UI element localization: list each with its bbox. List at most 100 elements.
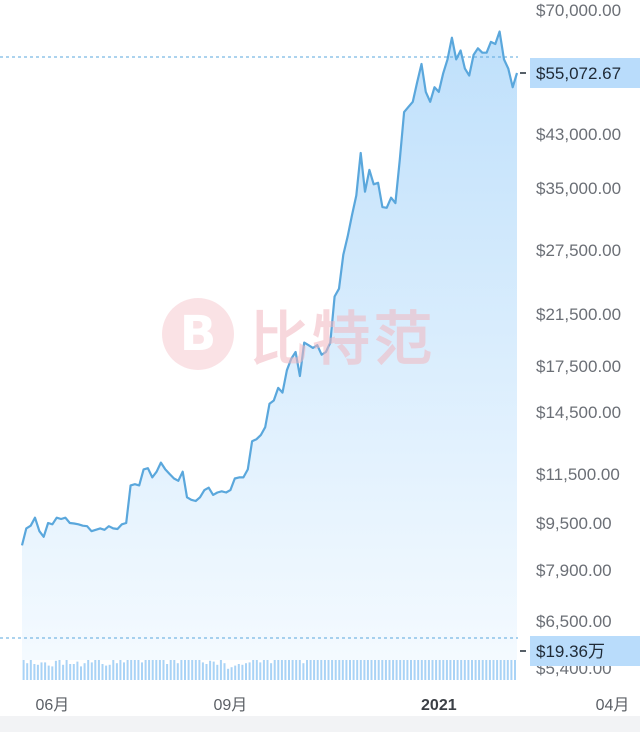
volume-bar [270, 663, 273, 680]
volume-bar [449, 653, 452, 680]
volume-bar [499, 654, 502, 680]
volume-bar [306, 649, 308, 680]
volume-bar [191, 644, 194, 680]
price-line [20, 30, 519, 546]
volume-bar [137, 649, 140, 680]
volume-bar [496, 656, 499, 680]
x-tick-label: 06月 [35, 697, 69, 714]
watermark: B 比特范 [162, 292, 436, 376]
volume-bar [252, 657, 255, 680]
volume-bar [356, 656, 359, 680]
current-price-tag-bg [530, 58, 640, 88]
y-tick-label: $43,000.00 [536, 125, 621, 144]
volume-bar [187, 648, 190, 680]
volume-bar [151, 653, 154, 680]
volume-bar [510, 653, 513, 680]
volume-bar [262, 652, 265, 680]
volume-bar [212, 661, 215, 680]
volume-bar [481, 656, 484, 680]
volume-bar [158, 650, 161, 680]
current-price-tag-text: $55,072.67 [536, 64, 621, 83]
volume-bar [58, 658, 61, 680]
x-tick-label: 09月 [214, 697, 248, 714]
volume-bar [445, 651, 448, 680]
volume-bar [198, 660, 201, 680]
volume-bar [201, 662, 204, 680]
volume-bar [288, 652, 290, 680]
volume-bar [47, 665, 50, 680]
volume-bar [94, 656, 97, 680]
volume-bar [266, 653, 269, 680]
volume-bar [492, 649, 495, 680]
volume-bar [90, 662, 93, 680]
volume-bar [417, 648, 420, 680]
bottom-strip [0, 716, 640, 732]
volume-bar [374, 648, 377, 680]
volume-bar [320, 653, 323, 680]
volume-bar [255, 656, 258, 680]
volume-bar [248, 662, 251, 680]
y-tick-label: $21,500.00 [536, 305, 621, 324]
volume-bar [402, 649, 405, 680]
volume-bar [395, 654, 398, 680]
volume-bar [205, 664, 208, 680]
volume-bar [273, 657, 276, 680]
volume-bar [227, 668, 230, 680]
volume-bar [184, 649, 186, 680]
current-price-tag: $55,072.67 [520, 58, 640, 88]
volume-bar [370, 646, 373, 680]
x-tick-label: 2021 [421, 697, 457, 714]
y-tick-label: $11,500.00 [536, 465, 620, 484]
volume-bar [169, 654, 172, 680]
volume-bar [366, 644, 369, 680]
volume-bar [65, 655, 68, 680]
volume-bar [33, 664, 36, 680]
y-axis: $70,000.00 $43,000.00 $35,000.00 $27,500.00… [536, 1, 621, 678]
volume-bar [438, 652, 441, 680]
volume-bar [323, 651, 326, 680]
volume-bar [514, 656, 516, 680]
volume-bar [503, 651, 506, 680]
volume-bar [72, 664, 75, 680]
volume-bar [130, 648, 133, 680]
volume-bar [291, 643, 294, 680]
x-tick-label: 04月 [596, 697, 630, 714]
volume-bar [338, 651, 341, 680]
volume-bar [22, 657, 25, 680]
volume-bars [22, 609, 516, 680]
watermark-logo-icon: B [162, 298, 234, 370]
volume-bar [463, 656, 466, 680]
volume-bar [166, 664, 169, 680]
volume-bar [144, 648, 147, 680]
volume-bar [133, 652, 136, 680]
volume-bar [460, 648, 463, 680]
volume-bar [313, 652, 316, 680]
volume-bar [219, 656, 222, 680]
price-area [22, 31, 517, 660]
watermark-text: 比特范 [250, 305, 437, 373]
volume-bar [141, 662, 143, 680]
current-tags: $55,072.67 $19.36万 [520, 58, 640, 666]
y-tick-label: $17,500.00 [536, 357, 621, 376]
y-tick-label: $7,900.00 [536, 561, 612, 580]
volume-bar [298, 657, 301, 680]
volume-bar [230, 667, 233, 680]
volume-bar [44, 662, 47, 680]
volume-bar [26, 663, 29, 680]
volume-bar [485, 659, 488, 680]
current-volume-tag: $19.36万 [520, 636, 640, 666]
volume-bar [97, 660, 100, 680]
volume-bar [176, 663, 179, 680]
volume-bar [40, 662, 43, 680]
volume-bar [420, 641, 423, 680]
volume-bar [309, 656, 312, 680]
volume-bar [62, 664, 65, 680]
volume-bar [488, 644, 491, 680]
volume-bar [435, 648, 438, 680]
volume-bar [223, 663, 226, 680]
y-tick-label: $6,500.00 [536, 612, 612, 631]
volume-bar [36, 664, 39, 680]
volume-bar [349, 646, 351, 680]
volume-bar [406, 644, 409, 680]
volume-bar [345, 648, 348, 680]
